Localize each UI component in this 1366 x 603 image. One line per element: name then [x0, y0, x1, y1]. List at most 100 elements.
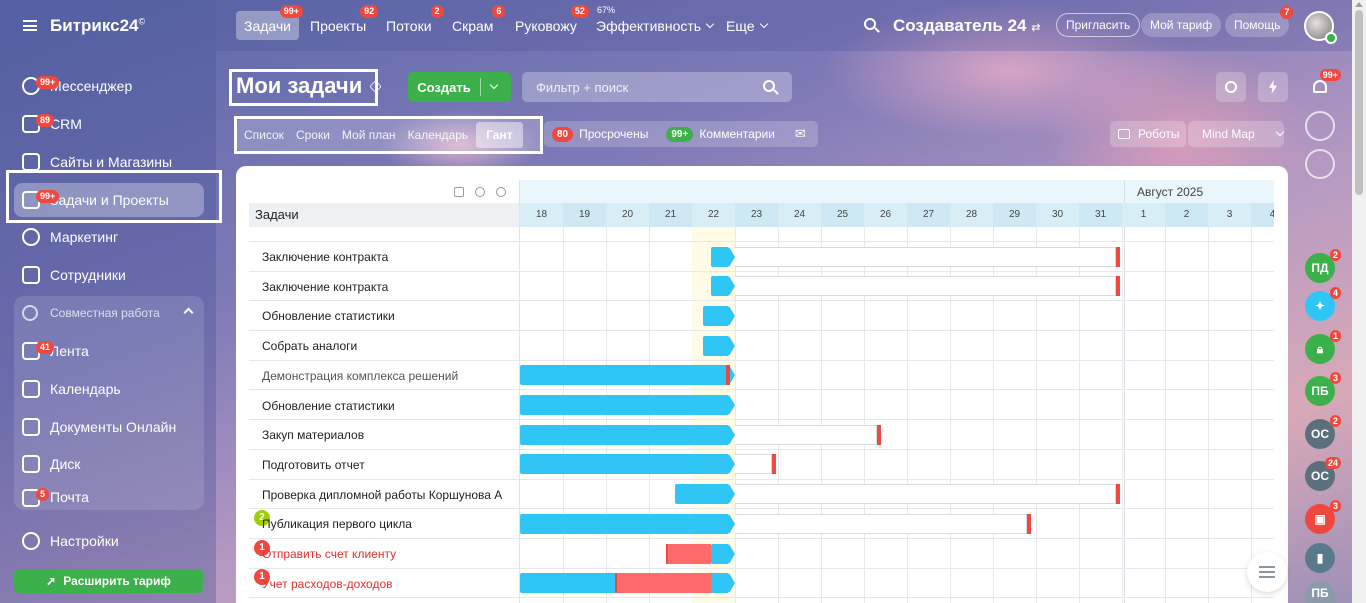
task-title[interactable]: Публикация первого цикла — [262, 517, 412, 532]
task-bar[interactable] — [520, 395, 729, 415]
sidebar-item-marketing[interactable]: Маркетинг — [14, 220, 204, 254]
task-bar-end[interactable] — [729, 454, 735, 475]
task-title[interactable]: Демонстрация комплекса решений — [262, 368, 459, 383]
scrollbar-thumb[interactable] — [1355, 10, 1363, 195]
read-all-icon[interactable]: ✉ — [794, 126, 806, 141]
zoom-in-icon[interactable] — [475, 187, 485, 197]
scroll-up-icon[interactable] — [1355, 2, 1363, 7]
task-bar-end[interactable] — [729, 335, 735, 356]
view-deadlines[interactable]: Сроки — [295, 128, 330, 142]
task-row[interactable]: Публикация первого цикла 2 — [249, 509, 519, 539]
overdue-filter[interactable]: Просрочены — [579, 127, 649, 141]
task-bar[interactable] — [674, 484, 729, 505]
chevron-down-icon[interactable] — [1275, 127, 1284, 137]
create-button[interactable]: Создать — [408, 72, 511, 102]
deadline-marker[interactable] — [1027, 513, 1032, 534]
view-my-plan[interactable]: Мой план — [341, 128, 396, 142]
task-bar-end[interactable] — [729, 513, 735, 534]
chat-avatar-os[interactable]: ОС 2 — [1305, 415, 1341, 449]
task-bar[interactable] — [711, 246, 729, 267]
help-button[interactable]: Помощь 7 — [1225, 6, 1294, 37]
task-row[interactable]: Проверка дипломной работы Коршунова А — [249, 480, 519, 510]
sidebar-item-settings[interactable]: Настройки — [14, 524, 204, 558]
task-bar[interactable] — [520, 424, 729, 445]
tab-efficiency[interactable]: 67% Эффективность — [588, 5, 721, 40]
chat-avatar-pd[interactable]: ПД 2 — [1305, 249, 1341, 283]
print-icon[interactable] — [454, 187, 464, 197]
tab-tasks[interactable]: Задачи 99+ — [236, 5, 304, 40]
task-title[interactable]: Проверка дипломной работы Коршунова А — [262, 487, 503, 502]
mindmap-button[interactable]: Mind Map — [1188, 121, 1284, 147]
search-rail-button[interactable] — [1305, 149, 1335, 179]
chevron-down-icon[interactable] — [489, 80, 499, 90]
task-title[interactable]: Обновление статистики — [262, 309, 395, 324]
activity-button[interactable] — [1305, 111, 1335, 141]
task-row[interactable]: Демонстрация комплекса решений — [249, 361, 519, 391]
chat-avatar-pb[interactable]: ПБ 3 — [1305, 372, 1341, 406]
automation-button[interactable] — [1258, 72, 1288, 102]
task-bar[interactable] — [711, 543, 729, 564]
task-row[interactable]: Закуп материалов — [249, 420, 519, 450]
task-title[interactable]: Обновление статистики — [262, 398, 395, 413]
task-bar-end[interactable] — [729, 365, 735, 386]
task-row[interactable]: Обновление статистики — [249, 301, 519, 332]
task-title[interactable]: Учет расходов-доходов — [262, 576, 393, 591]
task-row[interactable]: Обновление статистики — [249, 391, 519, 421]
tab-projects[interactable]: Проекты 92 — [302, 5, 379, 40]
chat-avatar-os-2[interactable]: ОС 24 — [1305, 457, 1341, 491]
deadline-marker[interactable] — [1115, 276, 1120, 297]
zoom-out-icon[interactable] — [496, 187, 506, 197]
portal-name[interactable]: Создаватель 24 ⇄ — [893, 16, 1041, 35]
task-bar-end[interactable] — [729, 573, 735, 594]
task-bar[interactable] — [711, 276, 729, 297]
search-icon[interactable] — [763, 80, 775, 92]
task-bar-end[interactable] — [729, 305, 735, 326]
tab-manage[interactable]: Руковожу 52 — [507, 5, 589, 40]
deadline-marker[interactable] — [771, 454, 776, 475]
deadline-marker[interactable] — [666, 543, 669, 564]
task-row[interactable]: Заключение контракта — [249, 242, 519, 272]
tab-scrum[interactable]: Скрам 6 — [444, 5, 506, 40]
task-row[interactable]: Заключение контракта — [249, 272, 519, 302]
sidebar-item-employees[interactable]: Сотрудники — [14, 258, 204, 292]
quick-menu-button[interactable] — [1247, 552, 1287, 592]
deadline-marker[interactable] — [876, 424, 881, 445]
task-bar[interactable] — [702, 335, 729, 356]
pin-icon[interactable] — [369, 80, 382, 93]
gantt-timeline[interactable]: Август 2025 18 19 20 21 22 23 24 25 26 27 28 29 30 31… — [519, 180, 1274, 603]
chat-group-icon[interactable]: ✦ 4 — [1305, 287, 1341, 321]
task-bar[interactable] — [520, 454, 729, 475]
task-title[interactable]: Подготовить отчет — [262, 457, 365, 472]
chat-avatar-pb-2[interactable]: ПБ — [1305, 581, 1335, 603]
chevron-up-icon[interactable] — [183, 307, 194, 318]
sidebar-item-docs[interactable]: Документы Онлайн — [14, 410, 204, 444]
task-row[interactable]: Отправить счет клиенту 1 — [249, 539, 519, 569]
sidebar-item-disk[interactable]: Диск — [14, 447, 204, 481]
bookmark-button[interactable]: ▮ — [1305, 543, 1335, 573]
task-bar-end[interactable] — [729, 246, 735, 267]
sidebar-item-tasks[interactable]: 99+ Задачи и Проекты — [14, 183, 204, 217]
deadline-marker[interactable] — [726, 365, 731, 386]
task-bar-end[interactable] — [729, 395, 735, 415]
sidebar-group-title[interactable]: Совместная работа — [14, 298, 204, 328]
task-title[interactable]: Отправить счет клиенту — [262, 547, 397, 561]
sidebar-item-crm[interactable]: 89 CRM — [14, 107, 204, 141]
task-row[interactable]: Собрать аналоги — [249, 331, 519, 361]
sidebar-item-messenger[interactable]: 99+ Мессенджер — [14, 69, 204, 103]
task-title[interactable]: Закуп материалов — [262, 428, 365, 443]
task-title[interactable]: Заключение контракта — [262, 250, 389, 264]
sidebar-item-calendar[interactable]: Календарь — [14, 372, 204, 406]
upgrade-tariff-button[interactable]: ➚ Расширить тариф — [14, 569, 203, 593]
menu-icon[interactable] — [23, 20, 37, 31]
task-bar[interactable] — [520, 365, 729, 386]
search-icon[interactable] — [864, 18, 876, 30]
view-gantt[interactable]: Гант — [476, 122, 523, 148]
notifications-button[interactable]: 99+ — [1305, 69, 1341, 103]
robots-button[interactable]: Роботы — [1110, 121, 1186, 147]
deadline-marker[interactable] — [1115, 246, 1120, 267]
tariff-button[interactable]: Мой тариф — [1141, 13, 1222, 37]
sidebar-item-feed[interactable]: 41 Лента — [14, 334, 204, 368]
settings-button[interactable] — [1216, 72, 1246, 102]
invite-button[interactable]: Пригласить — [1056, 13, 1141, 37]
task-row[interactable]: Подготовить отчет — [249, 450, 519, 480]
